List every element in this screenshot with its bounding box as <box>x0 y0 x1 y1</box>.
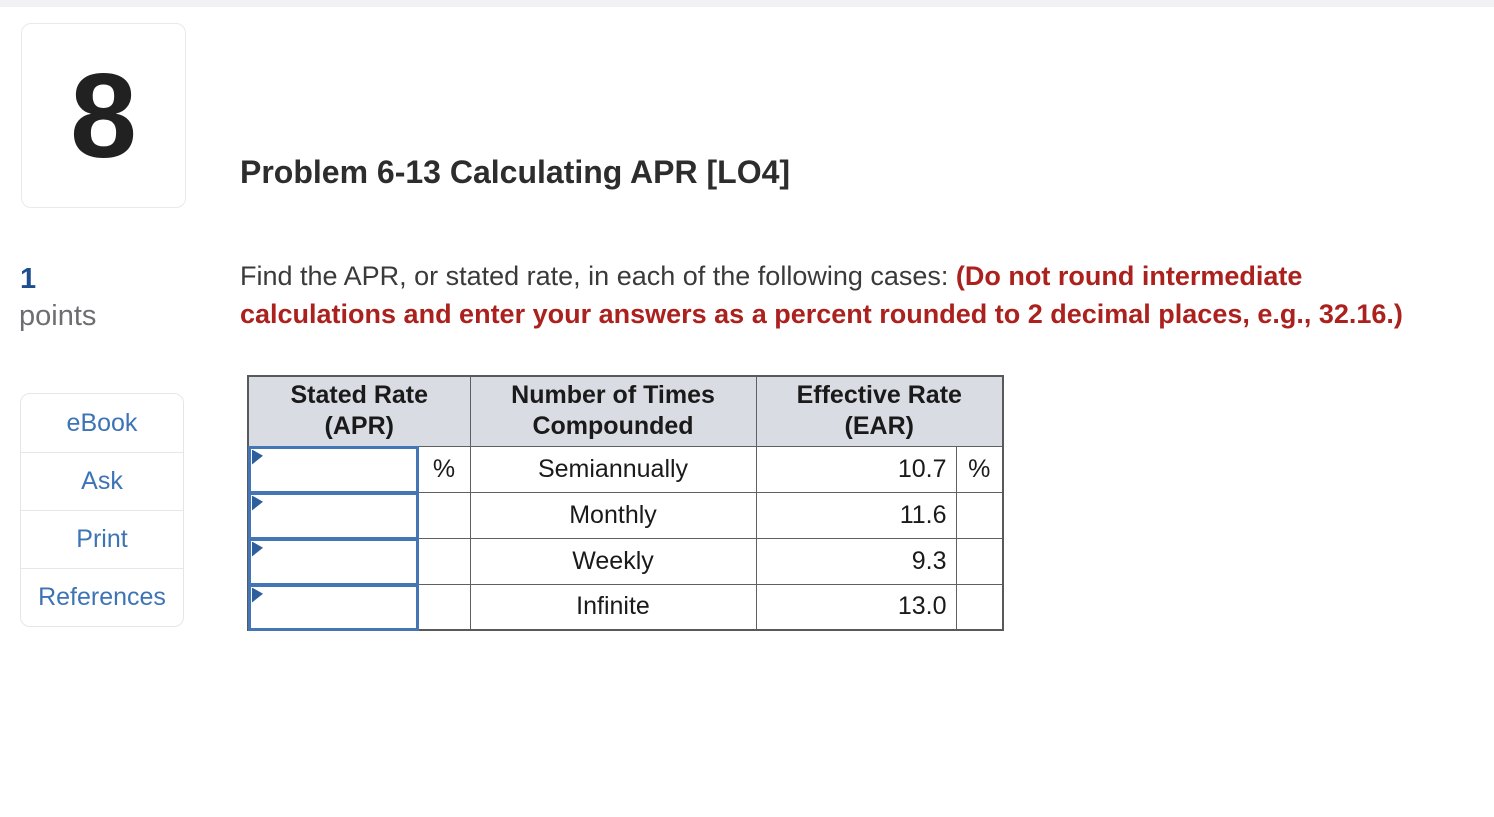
ear-unit <box>955 583 1004 631</box>
compounded-cell: Semiannually <box>469 445 757 493</box>
ear-unit <box>955 537 1004 585</box>
instructions-text: Find the APR, or stated rate, in each of… <box>240 261 956 291</box>
stated-rate-cell <box>247 583 419 631</box>
ear-unit: % <box>955 445 1004 493</box>
question-number: 8 <box>70 48 137 183</box>
apr-table: Stated Rate (APR) Number of Times Compou… <box>247 375 1005 631</box>
stated-rate-unit <box>417 491 471 539</box>
page-title: Problem 6-13 Calculating APR [LO4] <box>240 154 791 190</box>
instructions-warning: (Do not round intermediate calculations … <box>240 261 1403 329</box>
question-number-box: 8 <box>21 23 186 208</box>
stated-rate-input[interactable] <box>251 448 416 491</box>
stated-rate-input-box[interactable] <box>248 537 419 586</box>
top-divider-bar <box>0 0 1494 7</box>
ear-cell: 10.7 <box>755 445 957 493</box>
ask-link[interactable]: Ask <box>21 452 183 510</box>
stated-rate-input[interactable] <box>251 494 416 537</box>
compounded-cell: Infinite <box>469 583 757 631</box>
references-link[interactable]: References <box>21 568 183 626</box>
stated-rate-unit <box>417 537 471 585</box>
ear-unit <box>955 491 1004 539</box>
header-compounded: Number of Times Compounded <box>469 375 757 447</box>
ebook-link[interactable]: eBook <box>21 394 183 452</box>
tools-panel: eBook Ask Print References <box>20 393 184 627</box>
compounded-cell: Monthly <box>469 491 757 539</box>
problem-panel: Problem 6-13 Calculating APR [LO4] Find … <box>240 0 1494 631</box>
ear-cell: 13.0 <box>755 583 957 631</box>
table-row: % Semiannually 10.7 % <box>247 445 1004 494</box>
table-row: Monthly 11.6 <box>247 491 1004 540</box>
table-row: Infinite 13.0 <box>247 583 1004 631</box>
stated-rate-input[interactable] <box>251 540 416 583</box>
points-label: points <box>19 300 97 332</box>
header-effective-rate: Effective Rate (EAR) <box>755 375 1004 447</box>
table-row: Weekly 9.3 <box>247 537 1004 586</box>
stated-rate-cell <box>247 537 419 586</box>
stated-rate-cell <box>247 445 419 494</box>
table-header-row: Stated Rate (APR) Number of Times Compou… <box>247 375 1004 447</box>
instructions: Find the APR, or stated rate, in each of… <box>240 257 1430 333</box>
compounded-cell: Weekly <box>469 537 757 585</box>
points-value: 1 <box>20 263 37 295</box>
stated-rate-cell <box>247 491 419 540</box>
header-stated-rate: Stated Rate (APR) <box>247 375 471 447</box>
stated-rate-input-box[interactable] <box>248 445 419 494</box>
stated-rate-unit <box>417 583 471 631</box>
stated-rate-unit: % <box>417 445 471 493</box>
stated-rate-input[interactable] <box>251 586 416 628</box>
ear-cell: 11.6 <box>755 491 957 539</box>
ear-cell: 9.3 <box>755 537 957 585</box>
stated-rate-input-box[interactable] <box>248 583 419 631</box>
stated-rate-input-box[interactable] <box>248 491 419 540</box>
print-link[interactable]: Print <box>21 510 183 568</box>
